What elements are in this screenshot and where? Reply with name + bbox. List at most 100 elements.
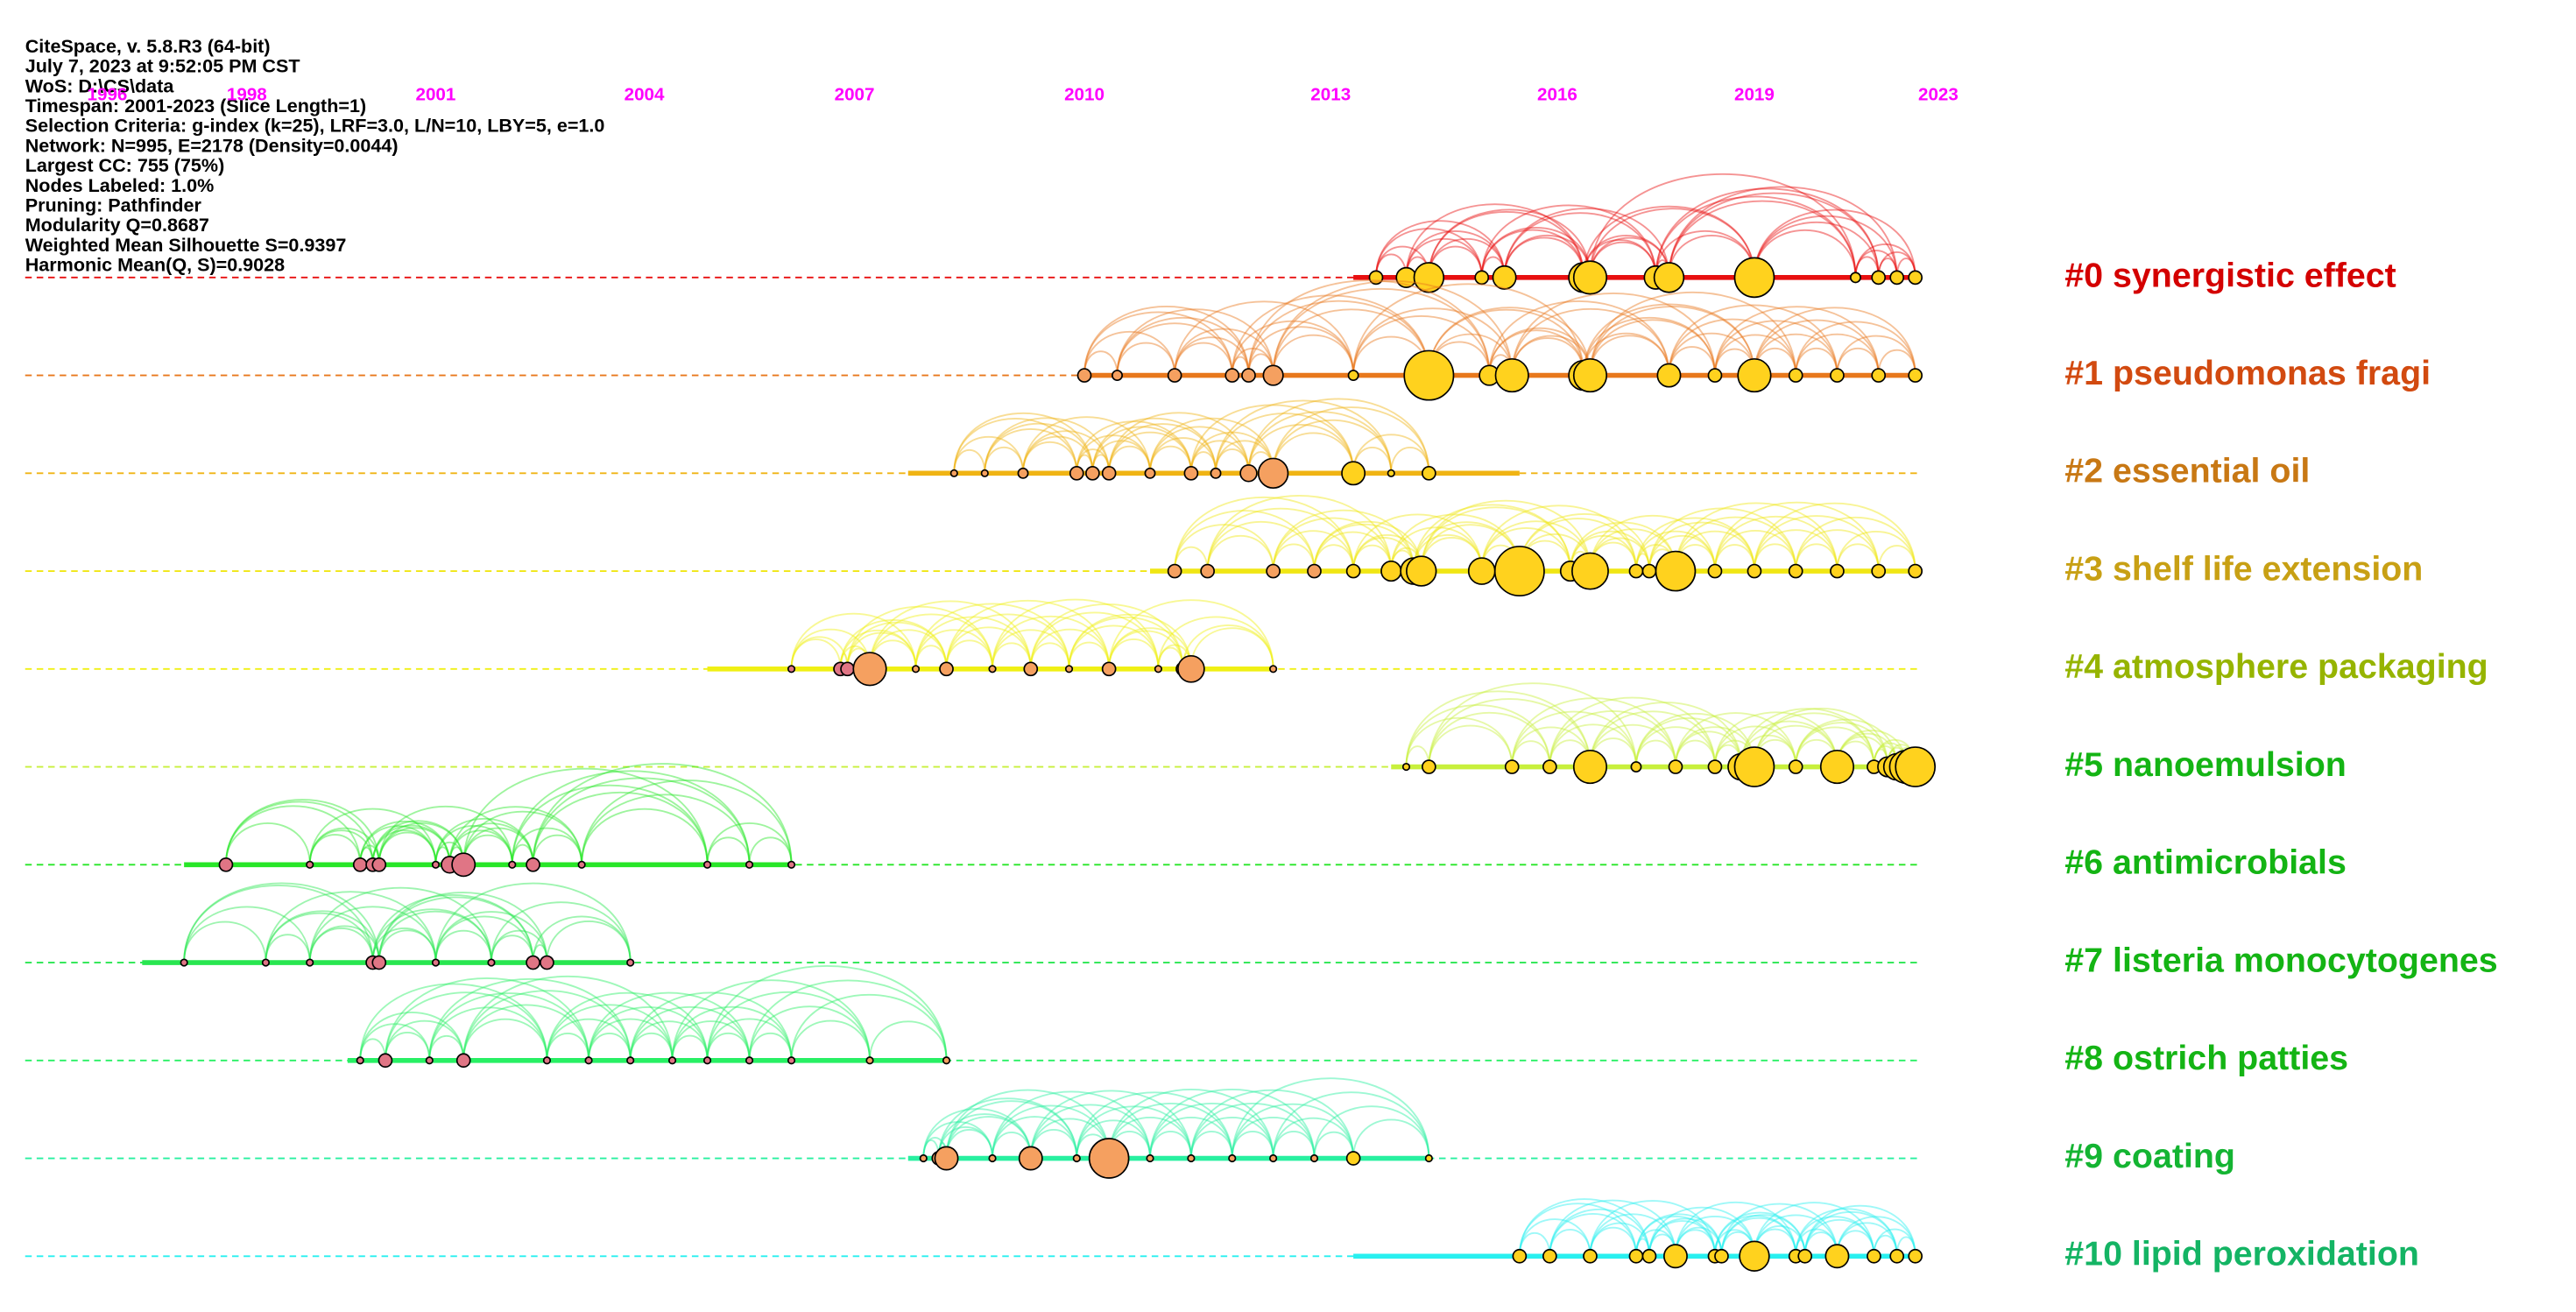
link-arc xyxy=(1116,317,1250,376)
link-arc xyxy=(1549,1199,1676,1257)
link-arc xyxy=(1116,322,1233,376)
link-arc xyxy=(308,927,374,963)
link-arc xyxy=(462,1018,548,1061)
link-arc xyxy=(1795,1208,1898,1257)
node xyxy=(988,665,997,674)
link-arc xyxy=(945,613,1070,669)
link-arc xyxy=(1083,350,1119,376)
year-label: 2016 xyxy=(1537,84,1577,104)
link-arc xyxy=(1352,283,1584,376)
link-arc xyxy=(546,921,632,963)
link-arc xyxy=(1149,426,1250,474)
link-arc xyxy=(183,906,311,963)
node xyxy=(1572,260,1608,295)
link-arc xyxy=(1836,1222,1898,1257)
link-arc xyxy=(1215,399,1393,474)
link-arc xyxy=(1108,638,1160,669)
node xyxy=(934,1146,959,1171)
link-arc xyxy=(1675,730,1742,767)
node xyxy=(980,469,989,477)
year-label: 2007 xyxy=(835,84,875,104)
link-arc xyxy=(1352,307,1514,376)
link-arc xyxy=(1247,398,1430,474)
node xyxy=(1504,759,1520,774)
node xyxy=(1072,1153,1081,1163)
link-arc xyxy=(706,1032,751,1061)
link-arc xyxy=(1720,1214,1806,1257)
link-arc xyxy=(1091,417,1217,474)
link-arc xyxy=(1272,1091,1430,1159)
cluster-row: #8 ostrich patties xyxy=(25,965,2348,1077)
link-arc xyxy=(1877,251,1916,278)
link-arc xyxy=(1247,424,1355,474)
link-arc xyxy=(629,1005,751,1061)
year-label: 2023 xyxy=(1918,84,1958,104)
link-arc xyxy=(1189,440,1250,474)
year-label: 2013 xyxy=(1310,84,1351,104)
node xyxy=(840,661,855,677)
link-arc xyxy=(937,1113,1032,1159)
link-arc xyxy=(629,1032,674,1061)
link-arc xyxy=(953,418,1078,474)
link-arc xyxy=(1189,404,1355,474)
cluster-row: #6 antimicrobials xyxy=(25,763,2347,882)
node xyxy=(1474,270,1490,286)
node xyxy=(1908,368,1923,383)
link-arc xyxy=(706,991,871,1061)
node xyxy=(1655,550,1697,592)
link-arc xyxy=(1754,502,1916,572)
node xyxy=(1401,762,1411,772)
link-arc xyxy=(1231,1117,1316,1159)
link-arc xyxy=(1083,330,1176,376)
node xyxy=(1889,1248,1905,1264)
link-arc xyxy=(992,1090,1151,1159)
link-arc xyxy=(1022,430,1111,474)
link-arc xyxy=(1754,712,1875,767)
link-arc xyxy=(1428,682,1637,767)
link-arc xyxy=(748,979,948,1061)
link-arc xyxy=(1022,435,1094,474)
node xyxy=(577,860,586,869)
link-arc xyxy=(1352,536,1415,572)
link-arc xyxy=(1549,1209,1650,1257)
link-arc xyxy=(1795,321,1916,376)
link-arc xyxy=(385,1019,465,1061)
link-arc xyxy=(1076,1119,1151,1159)
link-arc xyxy=(462,990,632,1061)
link-arc xyxy=(1503,208,1670,278)
cluster-row: #10 lipid peroxidation xyxy=(25,1198,2419,1273)
link-arc xyxy=(1714,530,1797,572)
link-arc xyxy=(588,991,751,1061)
link-arc xyxy=(1720,1217,1797,1257)
link-arc xyxy=(1149,1130,1192,1159)
node xyxy=(626,1056,635,1065)
node xyxy=(1224,368,1240,383)
node xyxy=(1733,746,1775,787)
link-arc xyxy=(1854,243,1916,278)
node xyxy=(787,860,796,869)
link-arc xyxy=(1108,630,1184,669)
link-arc xyxy=(1480,520,1591,572)
link-arc xyxy=(1877,545,1916,572)
link-arc xyxy=(1589,1226,1637,1257)
link-arc xyxy=(1272,543,1316,572)
link-arc xyxy=(1405,716,1514,767)
link-arc xyxy=(183,884,374,963)
link-arc xyxy=(1428,238,1506,278)
node xyxy=(1309,1153,1319,1163)
node xyxy=(1101,465,1117,481)
link-arc xyxy=(671,1005,793,1061)
link-arc xyxy=(359,1023,431,1061)
link-arc xyxy=(1754,1202,1875,1257)
link-arc xyxy=(1189,1089,1355,1159)
link-arc xyxy=(1157,616,1274,669)
link-arc xyxy=(846,621,948,669)
link-arc xyxy=(1313,1105,1430,1159)
link-arc xyxy=(1754,208,1916,278)
node xyxy=(1241,368,1256,383)
link-arc xyxy=(448,806,583,865)
link-arc xyxy=(1589,514,1716,572)
link-arc xyxy=(1022,441,1078,474)
link-arc xyxy=(869,1020,948,1061)
